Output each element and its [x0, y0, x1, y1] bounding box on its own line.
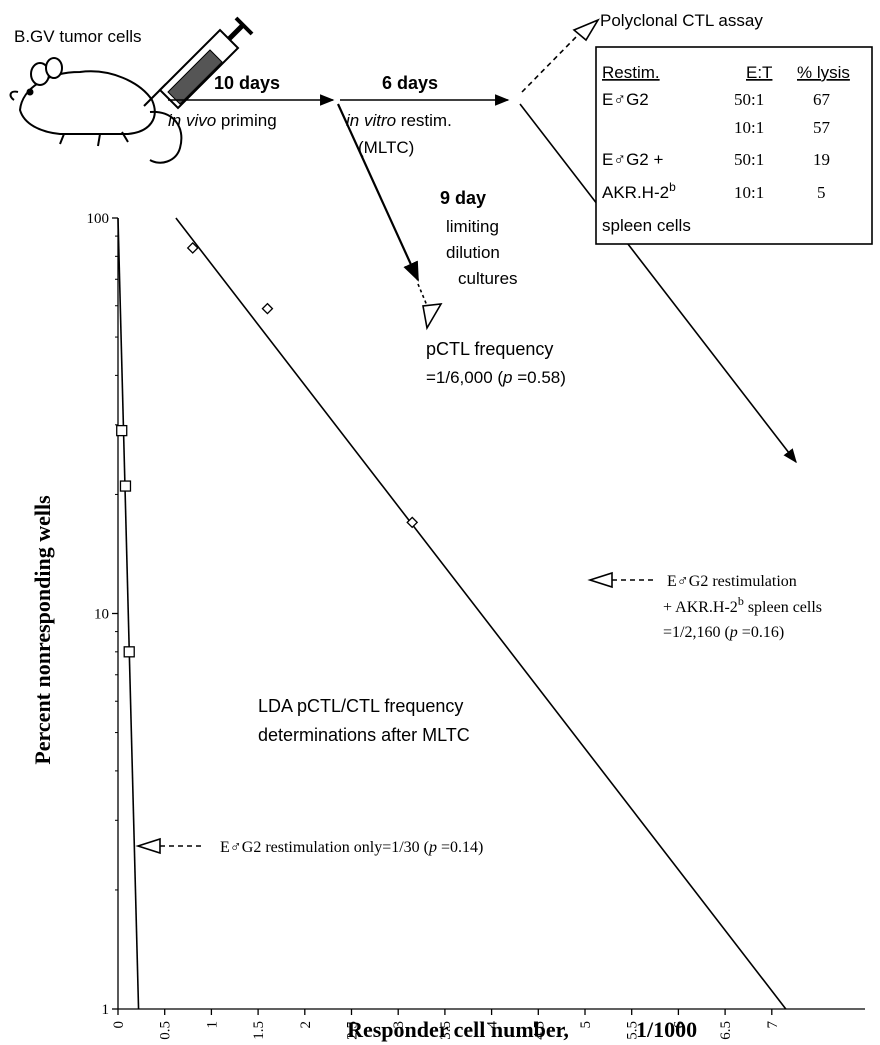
x-tick-label: 6.5	[718, 1021, 734, 1040]
y-ticks: 1 10 100	[87, 211, 118, 1018]
table-row-3-et: 50:1	[734, 150, 764, 169]
pctl-line2-p: p	[502, 368, 512, 387]
table-row-3-restim: E♂G2 +	[602, 150, 663, 169]
table-header-et: E:T	[746, 63, 772, 82]
table-header-lysis: % lysis	[797, 63, 850, 82]
table-row-4-restim-text: AKR.H-2	[602, 183, 669, 202]
step2-days: 6 days	[382, 73, 438, 93]
table-row-1-et: 50:1	[734, 90, 764, 109]
step3-days: 9 day	[440, 188, 486, 208]
spleen-line2-sup: b	[738, 594, 744, 608]
step2-sub-text: restim.	[396, 111, 452, 130]
y-tick-label: 100	[87, 211, 110, 227]
pctl-line1: pCTL frequency	[426, 339, 553, 359]
table-row-1-lysis: 67	[813, 90, 831, 109]
spleen-line2-pre: + AKR.H-2	[663, 599, 738, 616]
syringe-icon	[143, 16, 254, 110]
table-header-restim: Restim.	[602, 63, 660, 82]
x-tick-label: 6	[671, 1021, 687, 1029]
table-footer: spleen cells	[602, 216, 691, 235]
table-row-4-et: 10:1	[734, 183, 764, 202]
tumor-label: B.GV tumor cells	[14, 27, 142, 46]
assay-table: Restim. E:T % lysis E♂G2 50:1 67 10:1 57…	[595, 46, 873, 245]
table-row-2-et: 10:1	[734, 118, 764, 137]
lda-line2: determinations after MLTC	[258, 725, 470, 745]
spleen-line2: + AKR.H-2b spleen cells	[663, 594, 822, 616]
spleen-line1: E♂G2 restimulation	[667, 573, 797, 590]
assay-title: Polyclonal CTL assay	[600, 11, 763, 30]
y-tick-label: 1	[102, 1002, 110, 1018]
table-row-1-restim: E♂G2	[602, 90, 649, 109]
spleen-line3: =1/2,160 (p =0.16)	[663, 624, 784, 641]
data-points	[116, 242, 419, 658]
x-axis-unit: 1/1000	[636, 1017, 697, 1042]
mouse-illustration	[9, 57, 183, 164]
lda-line1: LDA pCTL/CTL frequency	[258, 696, 463, 716]
pctl-arrowhead	[422, 303, 443, 331]
step3-line3: dilution	[446, 243, 500, 262]
pctl-line2-pre: =1/6,000 (	[426, 368, 503, 387]
x-tick-label: 7	[765, 1021, 781, 1029]
y-tick-label: 10	[94, 607, 109, 623]
restim-only-text: E♂G2 restimulation only=1/30 (	[220, 839, 429, 856]
x-tick-label: 2	[298, 1021, 314, 1029]
step3-line4: cultures	[458, 269, 518, 288]
step1-sub-text: priming	[216, 111, 276, 130]
step2-sub-italic: in vitro	[346, 111, 396, 130]
timeline	[168, 18, 797, 464]
x-tick-label: 0	[111, 1021, 127, 1029]
restim-only-pointer	[135, 837, 205, 855]
assay-arrowhead	[572, 18, 600, 42]
spleen-line3-post: =0.16)	[738, 624, 784, 641]
restim-only-p-val: =0.14)	[437, 839, 483, 856]
data-point-diamond	[186, 242, 199, 254]
table-row-2-lysis: 57	[813, 118, 831, 137]
x-tick-label: 0.5	[158, 1021, 174, 1040]
x-tick-label: 3.5	[438, 1021, 454, 1040]
spleen-line3-p: p	[729, 624, 738, 641]
spleen-line3-pre: =1/2,160 (	[663, 624, 730, 641]
x-tick-label: 2.5	[345, 1021, 361, 1040]
x-tick-label: 4.5	[531, 1021, 547, 1040]
data-point-square	[123, 646, 135, 658]
table-row-4-lysis: 5	[817, 183, 826, 202]
y-axis-label: Percent nonresponding wells	[30, 495, 55, 765]
restim-only-label: E♂G2 restimulation only=1/30 (p =0.14)	[220, 839, 483, 856]
step1-days: 10 days	[214, 73, 280, 93]
x-axis-label: Responder cell number,	[347, 1017, 569, 1042]
table-row-4-restim: AKR.H-2b	[602, 180, 676, 202]
table-row-4-restim-sup: b	[669, 180, 676, 194]
table-row-3-lysis: 19	[813, 150, 830, 169]
x-tick-label: 4	[485, 1021, 501, 1029]
fit-line-2	[175, 217, 787, 1010]
x-tick-label: 1	[204, 1021, 220, 1029]
x-tick-label: 3	[391, 1021, 407, 1029]
step1-sub: in vivo priming	[168, 111, 277, 130]
data-point-square	[116, 424, 128, 437]
spleen-pointer	[587, 571, 655, 589]
fit-lines	[117, 217, 787, 1010]
x-tick-label: 1.5	[251, 1021, 267, 1040]
data-point-diamond	[406, 516, 419, 529]
step3-line2: limiting	[446, 217, 499, 236]
data-point-square	[119, 480, 132, 492]
data-point-diamond	[261, 302, 274, 315]
fit-line-1	[117, 217, 140, 1010]
spleen-line2-post: spleen cells	[744, 599, 822, 616]
restim-only-p: p	[428, 839, 437, 856]
step2-sub: in vitro restim.	[346, 111, 452, 130]
x-ticks: 0 0.5 1 1.5 2 2.5 3 3.5 4 4.5 5 5.5 6 6.5 7	[111, 1009, 781, 1040]
step1-sub-italic: in vivo	[168, 111, 216, 130]
step2-mltc: (MLTC)	[358, 138, 414, 157]
pctl-line2: =1/6,000 (p =0.58)	[426, 368, 566, 387]
x-tick-label: 5	[578, 1021, 594, 1029]
pctl-line2-post: =0.58)	[513, 368, 566, 387]
x-tick-label: 5.5	[625, 1021, 641, 1040]
